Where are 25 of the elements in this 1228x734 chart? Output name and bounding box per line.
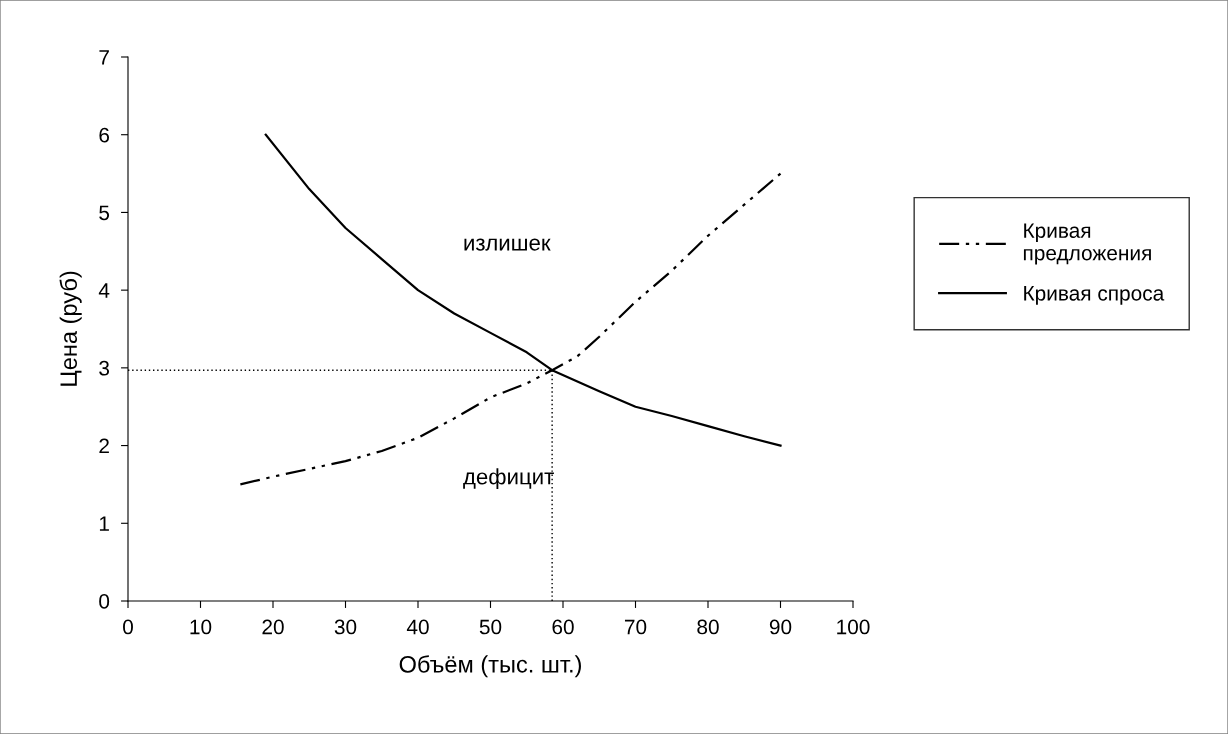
x-axis-title: Объём (тыс. шт.) [399,655,581,678]
x-tick-label: 20 [262,619,284,635]
x-tick-label: 100 [837,619,870,635]
y-tick-label: 4 [98,283,110,298]
x-tick-label: 80 [697,619,719,635]
x-tick-label: 40 [406,619,429,635]
legend-label: Кривая спроса [1024,286,1165,305]
y-axis-title: Цена (руб) [59,271,82,386]
y-tick-label: 0 [99,594,110,609]
annotation: излишек [464,238,551,251]
y-tick-label: 3 [99,360,110,376]
x-tick-label: 50 [479,619,502,635]
legend-label: Кривая предложения [1023,223,1151,265]
x-tick-label: 30 [334,619,357,635]
y-tick-label: 6 [99,127,110,143]
x-tick-label: 0 [123,619,133,635]
y-tick-label: 1 [99,516,109,531]
x-tick-label: 70 [624,619,647,635]
annotation: дефицит [463,468,554,489]
y-tick-label: 5 [99,205,110,221]
x-tick-label: 60 [552,619,574,635]
y-tick-label: 2 [99,438,109,454]
y-tick-label: 7 [99,50,109,65]
x-tick-label: 10 [190,619,212,635]
x-tick-label: 90 [769,619,792,635]
